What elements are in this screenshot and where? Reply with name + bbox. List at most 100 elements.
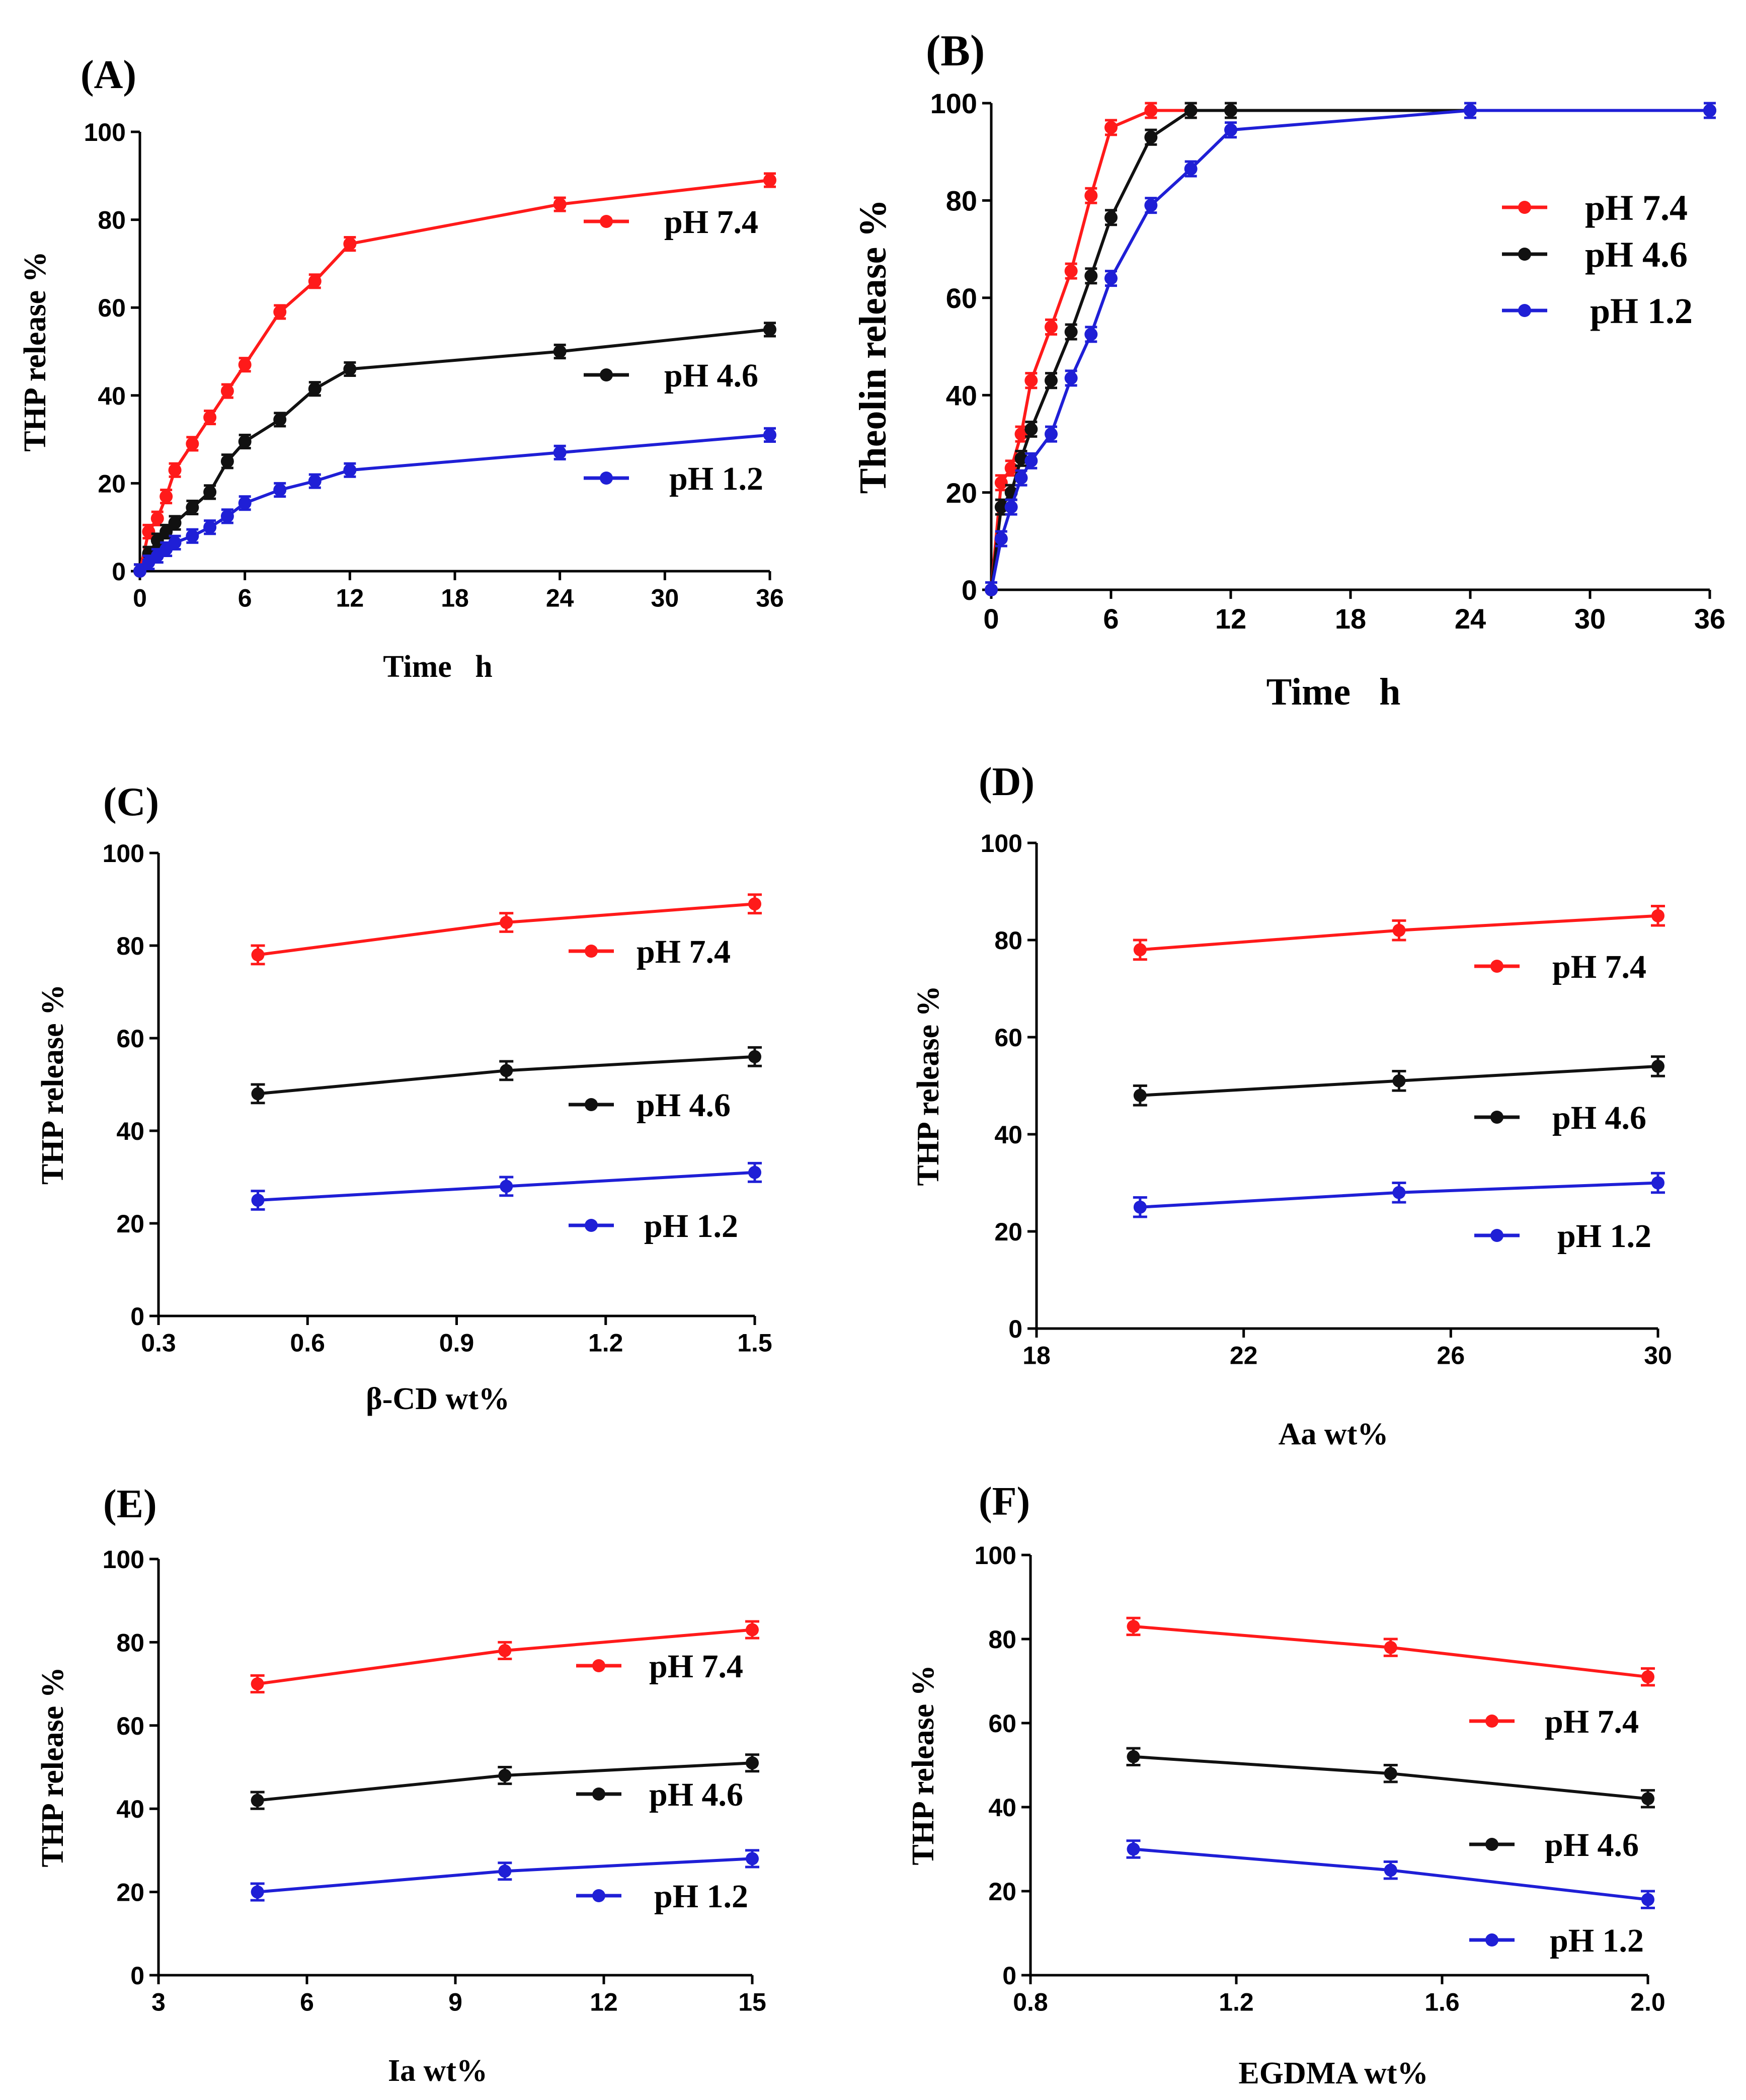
data-point <box>251 1885 264 1899</box>
legend-label: pH 7.4 <box>1585 188 1688 228</box>
legend-label: pH 4.6 <box>1545 1827 1639 1863</box>
series-ph-4-6 <box>1133 1055 1665 1107</box>
y-tick-label: 60 <box>116 1712 144 1740</box>
y-tick-label: 100 <box>975 1541 1016 1570</box>
data-point <box>251 1194 265 1207</box>
data-point <box>1651 909 1664 922</box>
x-tick-label: 3 <box>151 1988 166 2016</box>
series-ph-7-4 <box>1126 1616 1655 1687</box>
data-point <box>1392 1186 1406 1199</box>
legend-label: pH 1.2 <box>1557 1218 1651 1255</box>
data-point <box>1392 923 1406 937</box>
series-line <box>990 109 1710 590</box>
series-ph-7-4 <box>250 1620 759 1694</box>
panel-label: (B) <box>926 27 985 75</box>
x-tick-label: 18 <box>1335 603 1366 635</box>
series-line <box>990 109 1710 590</box>
panel-label: (D) <box>979 760 1035 804</box>
x-tick-label: 1.6 <box>1424 1988 1460 2016</box>
x-tick-label: 9 <box>448 1988 462 2016</box>
data-point <box>220 384 234 398</box>
legend-label: pH 1.2 <box>1590 291 1693 331</box>
panel-c: (C) 0 20 40 60 80 100 0.3 0.6 0.9 1.2 1.5 β-CD wt% TH… <box>36 780 772 1416</box>
data-point <box>251 948 265 962</box>
series-ph-1-2 <box>985 102 1716 596</box>
panel-d: (D) 0 20 40 60 80 100 18 22 26 30 Aa wt% THP release… <box>911 760 1672 1451</box>
legend-marker <box>1518 248 1531 261</box>
data-point <box>308 475 322 488</box>
panel-b: (B) 0 20 40 60 80 100 0 6 12 18 24 30 36 Time h Theolin… <box>852 27 1725 713</box>
data-point <box>1024 422 1038 436</box>
data-point <box>1045 374 1058 387</box>
data-point <box>251 1087 265 1101</box>
data-point <box>748 897 761 911</box>
legend-label: pH 7.4 <box>1545 1703 1639 1740</box>
y-tick-label: 80 <box>994 926 1022 955</box>
data-point <box>186 501 199 514</box>
x-tick-label: 2.0 <box>1630 1988 1665 2016</box>
y-tick-label: 40 <box>994 1121 1022 1149</box>
panel-f: (F) 0 20 40 60 80 100 0.8 1.2 1.6 2.0 EGDMA wt% THP … <box>906 1480 1665 2090</box>
data-point <box>238 358 252 371</box>
x-tick-label: 0.8 <box>1013 1988 1048 2016</box>
y-tick-label: 20 <box>946 477 977 509</box>
legend-entry: pH 1.2 <box>584 460 763 497</box>
legend-marker <box>592 1787 605 1801</box>
x-axis-label: Time h <box>383 650 493 684</box>
series-ph-1-2 <box>1133 1172 1665 1218</box>
data-point <box>203 520 217 534</box>
data-point <box>220 509 234 523</box>
y-tick-label: 0 <box>130 1302 144 1331</box>
data-point <box>994 476 1008 490</box>
data-point <box>1004 500 1018 514</box>
legend-entry: pH 4.6 <box>1469 1827 1639 1863</box>
data-point <box>1014 427 1028 441</box>
data-point <box>1127 1619 1140 1633</box>
data-point <box>251 1794 264 1807</box>
data-point <box>1184 162 1198 176</box>
data-point <box>553 446 567 459</box>
legend-label: pH 7.4 <box>1552 949 1646 985</box>
data-point <box>1024 374 1038 387</box>
legend-marker <box>1518 201 1531 214</box>
y-tick-label: 100 <box>103 1545 144 1574</box>
x-tick-label: 30 <box>1644 1342 1672 1370</box>
legend-label: pH 1.2 <box>654 1878 748 1915</box>
x-tick-label: 6 <box>238 584 252 612</box>
data-point <box>203 411 217 424</box>
data-point <box>1184 104 1198 117</box>
data-point <box>1392 1074 1406 1087</box>
data-point <box>1651 1059 1664 1073</box>
y-tick-label: 20 <box>116 1879 144 1907</box>
x-axis-label: EGDMA wt% <box>1238 2056 1428 2090</box>
data-point <box>553 198 567 211</box>
series-ph-1-2 <box>133 427 776 578</box>
data-point <box>273 305 287 319</box>
y-tick-label: 80 <box>98 206 126 235</box>
data-point <box>1133 1088 1147 1102</box>
legend-marker <box>1518 304 1531 317</box>
legend-entry: pH 7.4 <box>1502 188 1688 228</box>
data-point <box>203 485 217 499</box>
legend-marker <box>585 1098 598 1111</box>
data-point <box>498 1864 512 1878</box>
data-point <box>1045 320 1058 334</box>
y-axis-label: THP release % <box>911 985 945 1186</box>
y-tick-label: 100 <box>981 829 1022 858</box>
data-point <box>1384 1863 1397 1877</box>
y-tick-label: 80 <box>946 185 977 217</box>
data-point <box>498 1644 512 1657</box>
legend-marker <box>1490 1229 1503 1242</box>
y-tick-label: 80 <box>988 1625 1016 1654</box>
panel-label: (A) <box>81 53 136 97</box>
legend-entry: pH 7.4 <box>569 934 731 970</box>
series-ph-4-6 <box>251 1046 762 1105</box>
y-tick-label: 80 <box>116 932 144 960</box>
y-tick-label: 40 <box>988 1794 1016 1822</box>
data-point <box>238 496 252 510</box>
x-tick-label: 1.2 <box>1219 1988 1254 2016</box>
x-axis-label: Ia wt% <box>388 2054 488 2088</box>
y-tick-label: 40 <box>98 382 126 410</box>
legend-marker <box>1485 1933 1498 1947</box>
data-point <box>1641 1670 1654 1684</box>
